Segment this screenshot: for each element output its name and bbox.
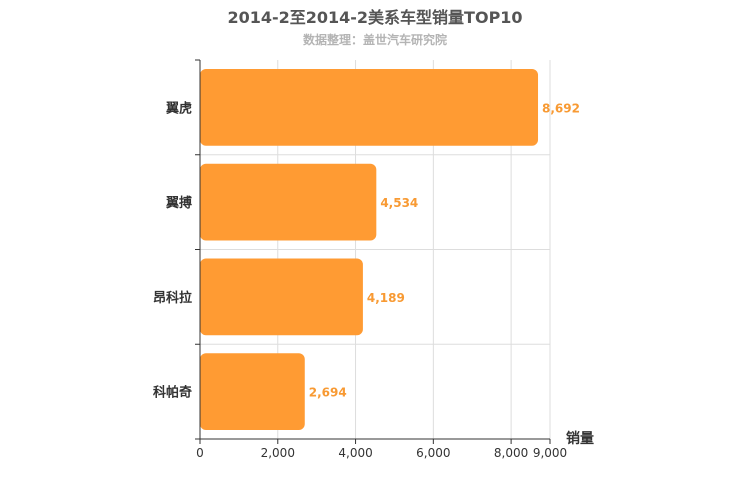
chart-title: 2014-2至2014-2美系车型销量TOP10 xyxy=(227,8,523,27)
x-tick-label: 6,000 xyxy=(416,446,450,460)
data-label: 8,692 xyxy=(542,101,580,115)
x-tick-label: 9,000 xyxy=(533,446,567,460)
data-label: 4,534 xyxy=(380,196,418,210)
bar xyxy=(200,258,363,336)
y-tick-label: 翼虎 xyxy=(165,100,192,116)
bar xyxy=(200,353,305,430)
x-tick-label: 0 xyxy=(196,446,204,460)
y-tick-label: 科帕奇 xyxy=(153,385,192,401)
x-axis-title: 销量 xyxy=(566,430,594,447)
x-tick-label: 4,000 xyxy=(338,446,372,460)
bar xyxy=(200,69,539,146)
data-label: 4,189 xyxy=(367,291,405,305)
chart-subtitle: 数据整理：盖世汽车研究院 xyxy=(302,33,447,47)
y-tick-label: 昂科拉 xyxy=(153,290,192,306)
bar xyxy=(200,163,377,241)
y-tick-label: 翼搏 xyxy=(165,195,192,211)
data-label: 2,694 xyxy=(309,386,347,400)
x-tick-label: 8,000 xyxy=(494,446,528,460)
x-tick-label: 2,000 xyxy=(261,446,295,460)
